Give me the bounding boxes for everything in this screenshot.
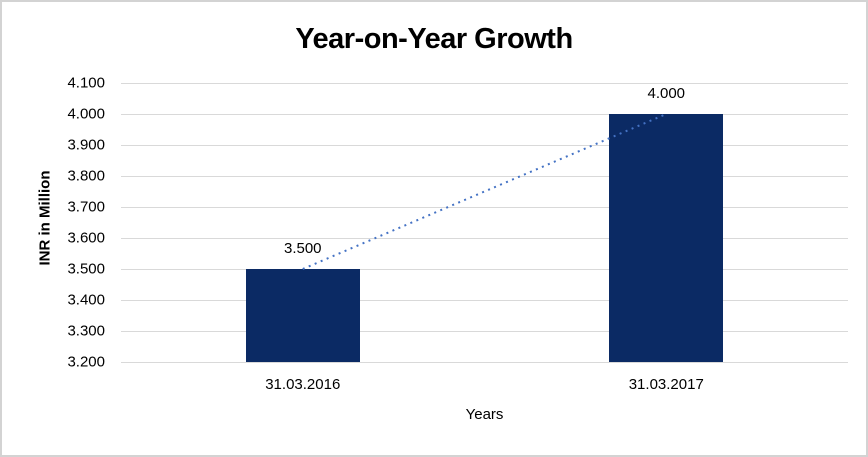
gridline — [121, 237, 848, 239]
gridline — [121, 299, 848, 301]
chart-title: Year-on-Year Growth — [295, 23, 573, 55]
x-axis-title: Years — [465, 406, 504, 423]
bar-31.03.2016 — [245, 269, 360, 362]
gridline — [121, 361, 848, 363]
y-tick-label: 3.300 — [67, 322, 105, 340]
gridline — [121, 268, 848, 270]
bar-value-label: 3.500 — [283, 240, 322, 257]
x-axis-tick-labels: 31.03.2016 31.03.2017 — [121, 376, 848, 396]
y-tick-label: 3.400 — [67, 291, 105, 309]
y-tick-label: 3.700 — [67, 198, 105, 216]
y-tick-label: 3.800 — [67, 167, 105, 185]
x-tick-label: 31.03.2017 — [628, 376, 704, 393]
bar-value-label: 4.000 — [647, 85, 686, 102]
gridline — [121, 330, 848, 332]
gridline — [121, 82, 848, 84]
gridline — [121, 144, 848, 146]
y-axis-tick-labels: 3.200 3.300 3.400 3.500 3.600 3.700 3.800 3.900… — [2, 75, 105, 371]
y-tick-label: 4.000 — [67, 105, 105, 123]
x-tick-label: 31.03.2016 — [265, 376, 341, 393]
gridline — [121, 113, 848, 115]
y-tick-label: 3.900 — [67, 136, 105, 154]
gridline — [121, 175, 848, 177]
gridline — [121, 206, 848, 208]
y-tick-label: 3.600 — [67, 229, 105, 247]
y-tick-label: 3.200 — [67, 353, 105, 371]
plot-area: 3.500 4.000 — [121, 82, 848, 363]
y-tick-label: 4.100 — [67, 74, 105, 92]
y-tick-label: 3.500 — [67, 260, 105, 278]
bar-31.03.2017 — [609, 114, 724, 362]
trendline — [302, 113, 667, 270]
